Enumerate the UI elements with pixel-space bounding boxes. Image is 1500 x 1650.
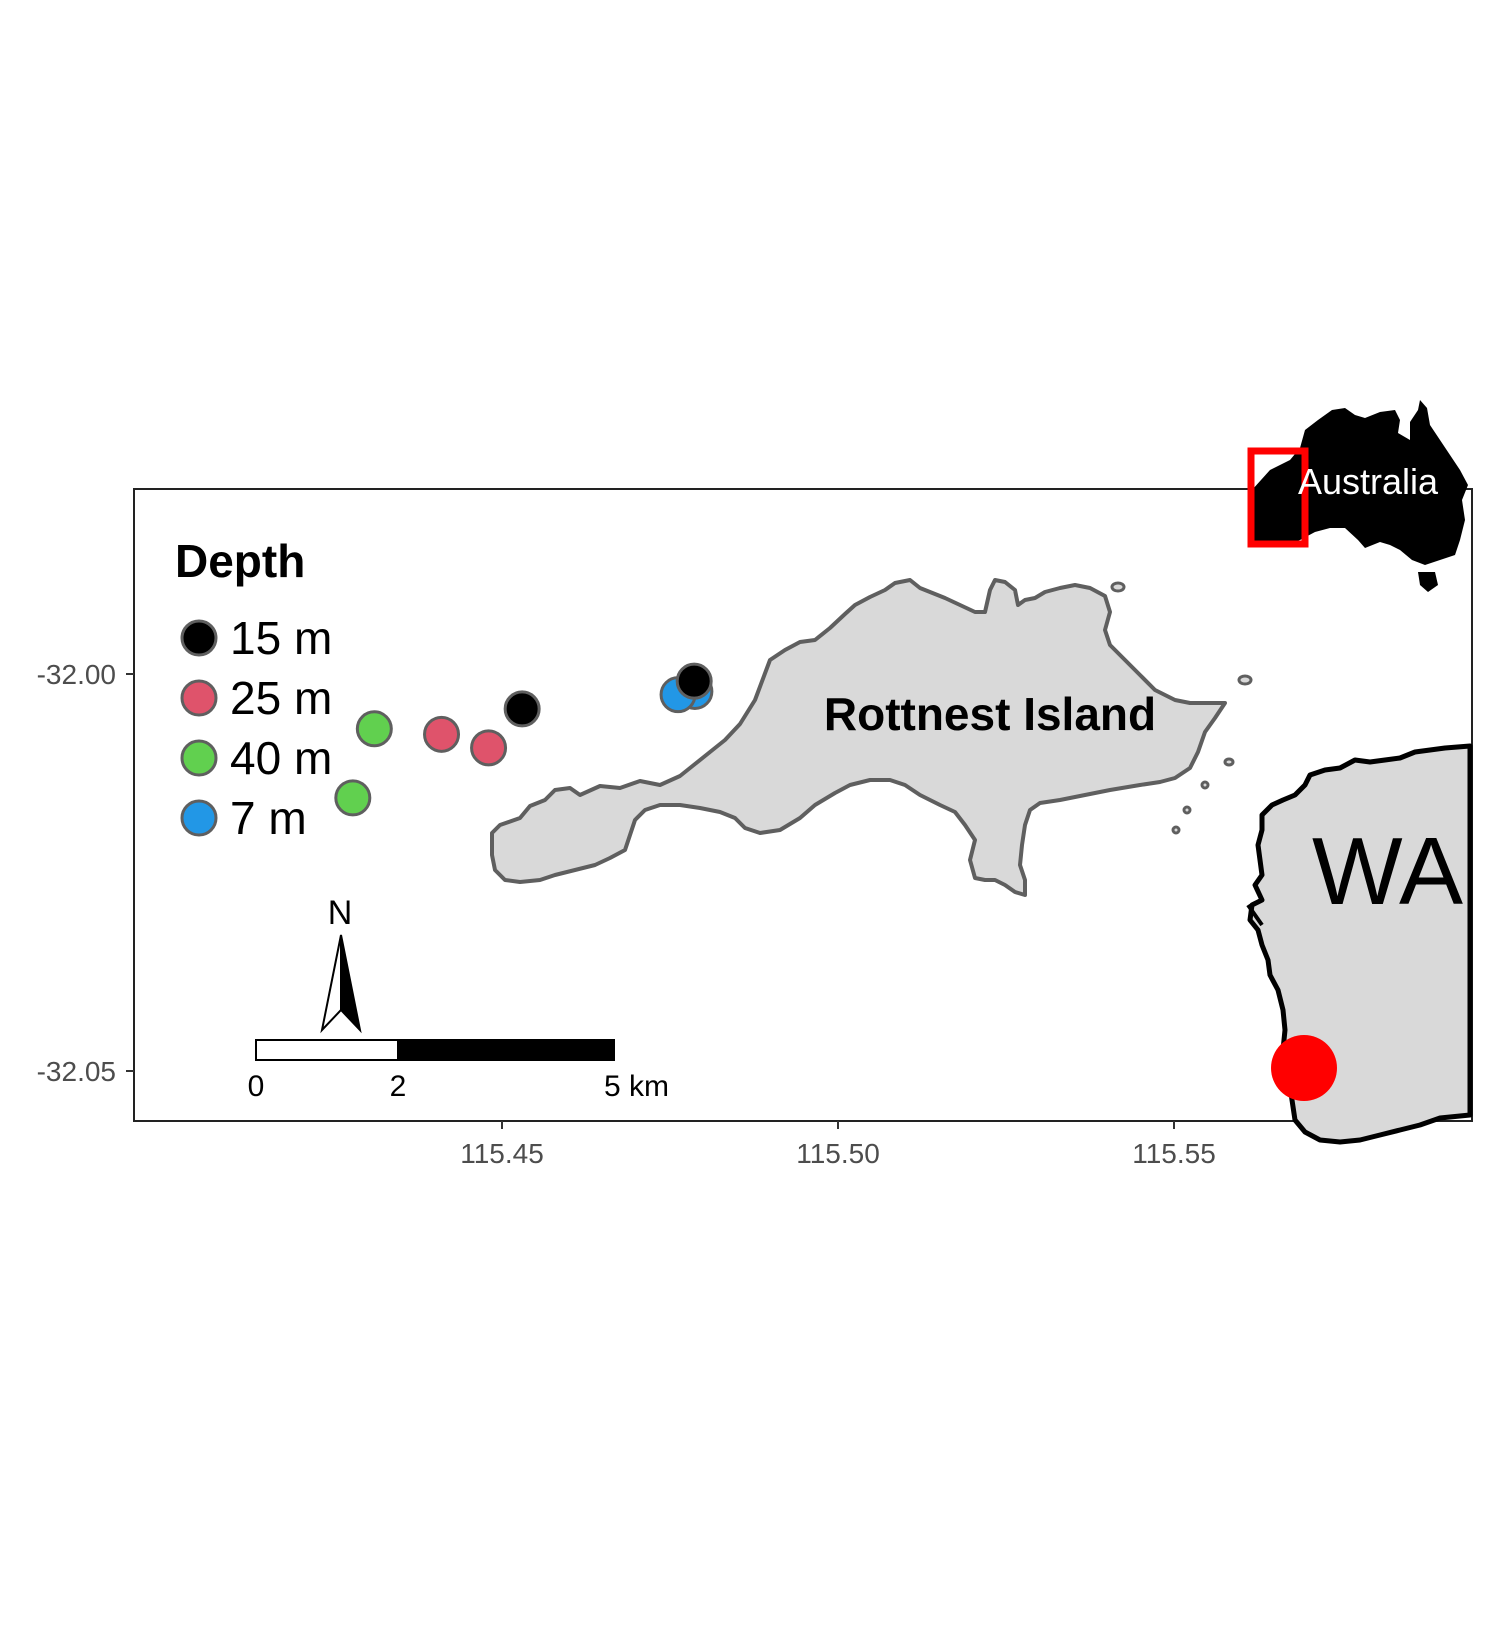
australia-label: Australia xyxy=(1298,461,1439,502)
australia-inset: Australia xyxy=(1247,400,1468,592)
x-tick-label: 115.50 xyxy=(796,1138,880,1169)
sample-point xyxy=(423,715,461,753)
sample-point xyxy=(503,690,541,728)
legend-label: 15 m xyxy=(230,612,332,664)
wa-coast-islands xyxy=(1246,903,1264,927)
north-arrow-right-half xyxy=(340,934,362,1034)
wa-highlight-box xyxy=(1247,447,1309,548)
scale-label-0: 0 xyxy=(248,1070,265,1103)
scale-bar: 0 2 5 km xyxy=(248,1039,669,1103)
y-tick-label: -32.00 xyxy=(37,659,116,690)
scale-bar-white-segment xyxy=(255,1039,399,1061)
study-site-marker xyxy=(1271,1035,1337,1101)
wa-inset: WA xyxy=(1246,743,1473,1145)
island-label: Rottnest Island xyxy=(824,688,1156,740)
legend-label: 40 m xyxy=(230,732,332,784)
rottnest-island xyxy=(490,578,1227,897)
x-tick-label: 115.45 xyxy=(460,1138,544,1169)
scale-label-5km: 5 km xyxy=(604,1070,669,1103)
sample-point xyxy=(355,710,393,748)
north-arrow: N xyxy=(320,894,362,1034)
sample-point xyxy=(334,779,372,817)
sample-point xyxy=(675,662,713,700)
sample-points xyxy=(334,662,714,817)
sample-point xyxy=(470,729,508,767)
rock xyxy=(1171,825,1181,835)
legend-swatch xyxy=(180,679,218,717)
legend-label: 7 m xyxy=(230,792,307,844)
legend-swatch xyxy=(180,799,218,837)
legend: Depth 15 m 25 m 40 m 7 m xyxy=(175,535,332,844)
legend-swatch xyxy=(180,739,218,777)
wa-label: WA xyxy=(1312,818,1463,925)
tasmania-shape xyxy=(1418,572,1438,592)
y-tick-label: -32.05 xyxy=(37,1056,116,1087)
legend-label: 25 m xyxy=(230,672,332,724)
rock xyxy=(1110,581,1126,593)
north-arrow-label: N xyxy=(328,894,353,932)
scale-bar-black-segment xyxy=(397,1039,615,1061)
x-tick-label: 115.55 xyxy=(1132,1138,1216,1169)
scale-label-2: 2 xyxy=(390,1070,407,1103)
legend-swatch xyxy=(180,619,218,657)
rock xyxy=(1200,780,1210,790)
x-axis: 115.45 115.50 115.55 xyxy=(460,1121,1216,1169)
legend-title: Depth xyxy=(175,535,305,587)
rock xyxy=(1182,805,1192,815)
y-axis: -32.00 -32.05 xyxy=(37,659,134,1087)
rock xyxy=(1237,674,1253,686)
rock xyxy=(1223,757,1235,767)
